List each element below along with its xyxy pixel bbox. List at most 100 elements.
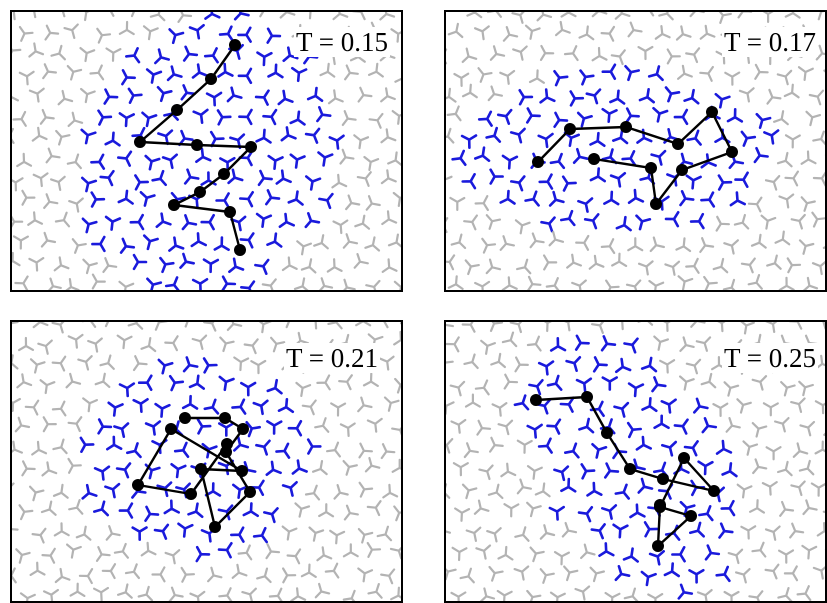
cluster-trimer	[518, 89, 534, 106]
cluster-trimer	[132, 398, 149, 413]
liquid-trimer	[798, 380, 814, 397]
liquid-trimer	[499, 235, 515, 251]
liquid-trimer	[689, 12, 705, 18]
liquid-trimer	[286, 548, 302, 565]
cluster-trimer	[704, 544, 721, 561]
trimer-molecules	[446, 322, 825, 601]
liquid-trimer	[226, 322, 243, 331]
cluster-trimer	[191, 278, 209, 290]
liquid-trimer	[327, 89, 344, 105]
liquid-trimer	[754, 63, 769, 80]
liquid-trimer	[766, 88, 782, 105]
liquid-trimer	[380, 128, 397, 144]
liquid-trimer	[389, 546, 401, 560]
cluster-trimer	[127, 87, 143, 104]
cluster-trimer	[609, 89, 626, 105]
liquid-trimer	[326, 441, 341, 458]
liquid-trimer	[783, 565, 799, 582]
liquid-trimer	[751, 541, 767, 558]
liquid-trimer	[802, 276, 819, 290]
liquid-trimer	[282, 567, 297, 584]
cluster-trimer	[729, 191, 746, 207]
cluster-trimer	[635, 435, 652, 451]
liquid-trimer	[712, 402, 729, 417]
liquid-trimer	[265, 543, 281, 560]
liquid-trimer	[751, 375, 768, 391]
chain-particle	[532, 156, 544, 168]
liquid-trimer	[722, 278, 736, 290]
cluster-trimer	[538, 173, 554, 190]
cluster-trimer	[755, 112, 772, 129]
cluster-trimer	[190, 232, 207, 248]
cluster-trimer	[157, 358, 174, 375]
liquid-trimer	[95, 546, 111, 562]
liquid-trimer	[654, 25, 671, 40]
liquid-trimer	[677, 64, 693, 80]
cluster-trimer	[460, 134, 478, 149]
cluster-trimer	[240, 280, 256, 290]
cluster-trimer	[97, 109, 113, 126]
chain-particle	[654, 499, 666, 511]
liquid-trimer	[342, 543, 359, 558]
liquid-trimer	[43, 588, 59, 601]
cluster-trimer	[157, 129, 174, 146]
liquid-trimer	[12, 12, 16, 21]
liquid-trimer	[32, 322, 49, 329]
liquid-trimer	[40, 500, 57, 516]
cluster-trimer	[202, 258, 220, 274]
cluster-trimer	[173, 441, 190, 458]
liquid-trimer	[545, 277, 560, 290]
liquid-trimer	[353, 253, 369, 269]
cluster-trimer	[577, 506, 594, 523]
liquid-trimer	[140, 337, 157, 353]
panel-t025: T = 0.25	[444, 320, 827, 603]
cluster-trimer	[117, 150, 133, 167]
liquid-trimer	[814, 440, 825, 455]
liquid-trimer	[50, 44, 66, 61]
liquid-trimer	[503, 503, 520, 518]
cluster-trimer	[740, 130, 757, 147]
liquid-trimer	[358, 481, 374, 498]
liquid-trimer	[526, 335, 542, 352]
liquid-trimer	[117, 583, 133, 599]
liquid-trimer	[316, 546, 333, 562]
liquid-trimer	[241, 587, 257, 601]
liquid-trimer	[68, 499, 84, 515]
cluster-trimer	[291, 459, 308, 475]
liquid-trimer	[621, 322, 624, 331]
liquid-trimer	[21, 460, 36, 477]
liquid-trimer	[367, 583, 383, 599]
cluster-trimer	[115, 462, 132, 479]
liquid-trimer	[539, 44, 555, 61]
cluster-trimer	[267, 63, 284, 79]
liquid-trimer	[44, 24, 60, 41]
liquid-trimer	[822, 322, 825, 330]
cluster-trimer	[291, 66, 308, 83]
cluster-trimer	[188, 374, 205, 390]
liquid-trimer	[96, 27, 112, 44]
liquid-trimer	[12, 251, 21, 267]
liquid-trimer	[623, 587, 639, 601]
cluster-trimer	[153, 523, 170, 540]
cluster-trimer	[572, 147, 589, 164]
liquid-trimer	[792, 442, 809, 458]
cluster-trimer	[144, 505, 160, 522]
cluster-trimer	[178, 129, 194, 147]
cluster-trimer	[652, 106, 669, 123]
cluster-trimer	[640, 356, 658, 373]
liquid-trimer	[503, 373, 519, 390]
liquid-trimer	[699, 65, 714, 82]
chain-particle	[194, 186, 206, 198]
liquid-trimer	[362, 372, 379, 387]
cluster-trimer	[265, 189, 281, 206]
liquid-trimer	[718, 12, 732, 24]
liquid-trimer	[12, 397, 21, 412]
chain-particle	[185, 488, 197, 500]
cluster-trimer	[589, 131, 606, 147]
cluster-trimer	[182, 45, 199, 62]
cluster-trimer	[281, 481, 298, 497]
liquid-trimer	[501, 276, 518, 290]
cluster-trimer	[91, 235, 106, 253]
liquid-trimer	[625, 279, 642, 290]
cluster-trimer	[451, 149, 467, 166]
